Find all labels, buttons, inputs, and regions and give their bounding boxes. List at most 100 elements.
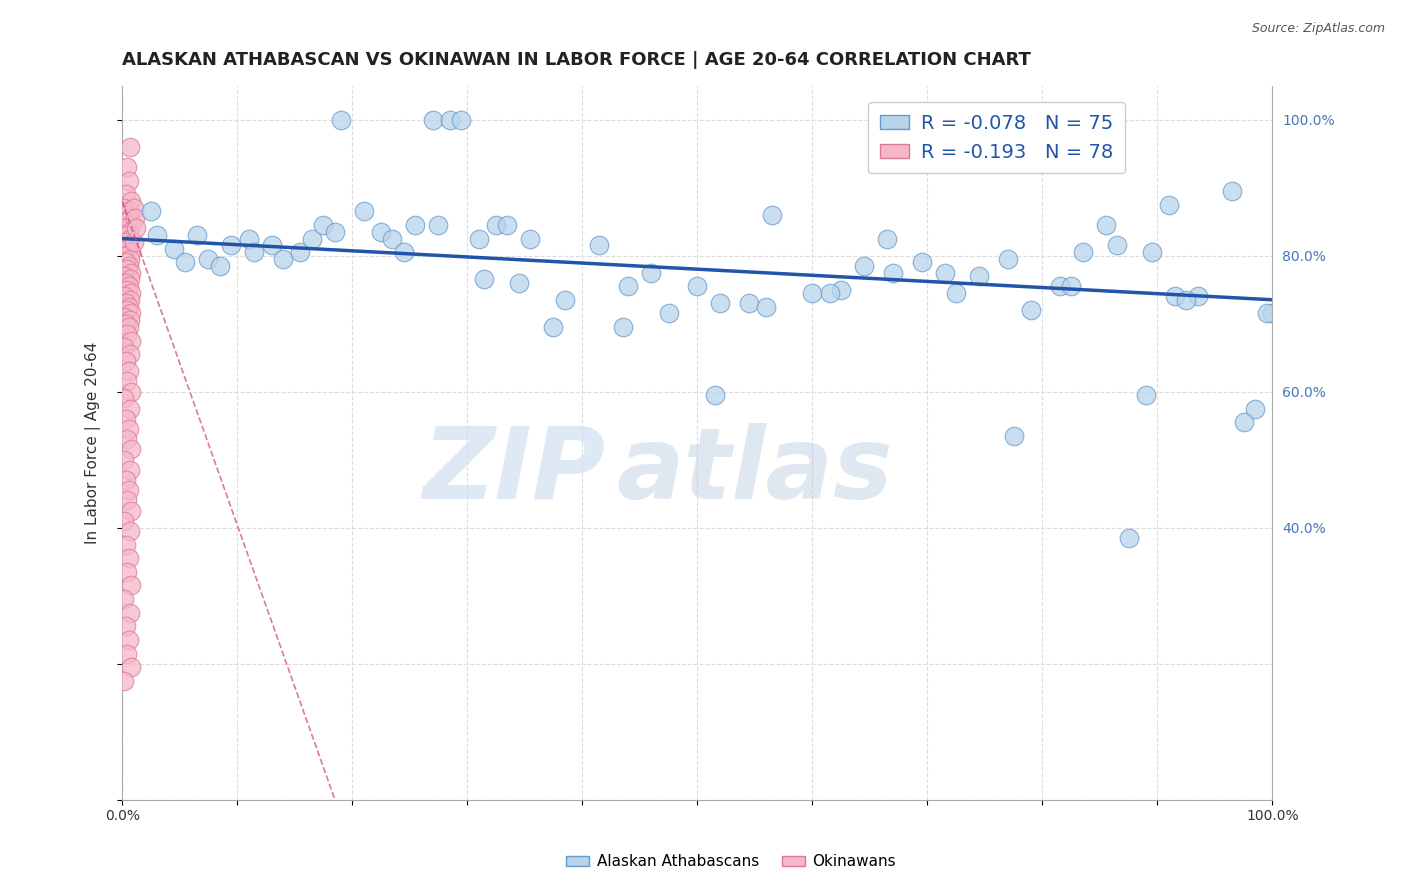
Point bbox=[120, 313, 142, 327]
Text: Source: ZipAtlas.com: Source: ZipAtlas.com bbox=[1251, 22, 1385, 36]
Point bbox=[450, 112, 472, 127]
Point bbox=[120, 442, 142, 457]
Point bbox=[120, 285, 142, 300]
Point bbox=[496, 218, 519, 232]
Point bbox=[353, 204, 375, 219]
Point bbox=[118, 320, 141, 334]
Point bbox=[114, 221, 136, 235]
Point bbox=[329, 112, 352, 127]
Point bbox=[114, 392, 136, 406]
Point bbox=[853, 259, 876, 273]
Point bbox=[115, 493, 138, 508]
Point bbox=[120, 266, 142, 280]
Point bbox=[508, 276, 530, 290]
Point bbox=[139, 204, 162, 219]
Point bbox=[120, 211, 142, 226]
Point bbox=[910, 255, 932, 269]
Point bbox=[115, 303, 138, 318]
Point bbox=[1163, 289, 1185, 303]
Point bbox=[114, 514, 136, 528]
Point bbox=[1071, 245, 1094, 260]
Point bbox=[427, 218, 450, 232]
Point bbox=[934, 266, 956, 280]
Point bbox=[208, 259, 231, 273]
Point bbox=[115, 375, 138, 389]
Point bbox=[115, 160, 138, 174]
Point bbox=[1256, 306, 1278, 320]
Point bbox=[120, 606, 142, 620]
Point bbox=[118, 204, 141, 219]
Point bbox=[945, 285, 967, 300]
Point bbox=[114, 673, 136, 688]
Point bbox=[221, 238, 243, 252]
Point bbox=[1060, 279, 1083, 293]
Point bbox=[709, 296, 731, 310]
Point bbox=[554, 293, 576, 307]
Point bbox=[1019, 303, 1042, 318]
Point bbox=[115, 326, 138, 341]
Point bbox=[801, 285, 824, 300]
Point bbox=[120, 306, 142, 320]
Point bbox=[114, 276, 136, 290]
Point bbox=[323, 225, 346, 239]
Point bbox=[1118, 531, 1140, 545]
Legend: R = -0.078   N = 75, R = -0.193   N = 78: R = -0.078 N = 75, R = -0.193 N = 78 bbox=[869, 103, 1125, 173]
Point bbox=[1187, 289, 1209, 303]
Point bbox=[118, 174, 141, 188]
Point bbox=[1261, 306, 1284, 320]
Point bbox=[114, 619, 136, 633]
Point bbox=[125, 221, 148, 235]
Point bbox=[120, 401, 142, 416]
Point bbox=[118, 225, 141, 239]
Point bbox=[118, 279, 141, 293]
Point bbox=[1157, 197, 1180, 211]
Point bbox=[118, 632, 141, 647]
Point bbox=[114, 354, 136, 368]
Point bbox=[120, 384, 142, 399]
Point bbox=[114, 412, 136, 426]
Point bbox=[830, 283, 852, 297]
Point bbox=[114, 187, 136, 202]
Point bbox=[115, 242, 138, 256]
Point bbox=[1233, 415, 1256, 429]
Point bbox=[120, 252, 142, 266]
Point bbox=[1244, 401, 1267, 416]
Text: ALASKAN ATHABASCAN VS OKINAWAN IN LABOR FORCE | AGE 20-64 CORRELATION CHART: ALASKAN ATHABASCAN VS OKINAWAN IN LABOR … bbox=[122, 51, 1031, 69]
Point bbox=[120, 293, 142, 307]
Point bbox=[114, 268, 136, 283]
Point bbox=[617, 279, 640, 293]
Point bbox=[115, 208, 138, 222]
Point bbox=[114, 310, 136, 324]
Point bbox=[120, 503, 142, 517]
Point bbox=[118, 364, 141, 378]
Point bbox=[120, 231, 142, 245]
Point bbox=[290, 245, 312, 260]
Point bbox=[114, 249, 136, 263]
Point bbox=[115, 228, 138, 243]
Point bbox=[114, 452, 136, 467]
Point bbox=[120, 524, 142, 538]
Point bbox=[876, 231, 898, 245]
Text: ZIP: ZIP bbox=[422, 423, 605, 520]
Point bbox=[114, 340, 136, 354]
Point bbox=[114, 255, 136, 269]
Point bbox=[114, 317, 136, 331]
Point bbox=[120, 272, 142, 286]
Point bbox=[439, 112, 461, 127]
Point bbox=[120, 463, 142, 477]
Point bbox=[703, 388, 725, 402]
Point bbox=[301, 231, 323, 245]
Point bbox=[118, 422, 141, 436]
Point bbox=[114, 235, 136, 249]
Point bbox=[686, 279, 709, 293]
Point bbox=[115, 262, 138, 277]
Point bbox=[967, 268, 990, 283]
Point bbox=[1140, 245, 1163, 260]
Point bbox=[114, 473, 136, 487]
Point bbox=[120, 218, 142, 232]
Point bbox=[485, 218, 508, 232]
Point bbox=[467, 231, 489, 245]
Point bbox=[120, 245, 142, 260]
Point bbox=[118, 259, 141, 273]
Point bbox=[120, 140, 142, 154]
